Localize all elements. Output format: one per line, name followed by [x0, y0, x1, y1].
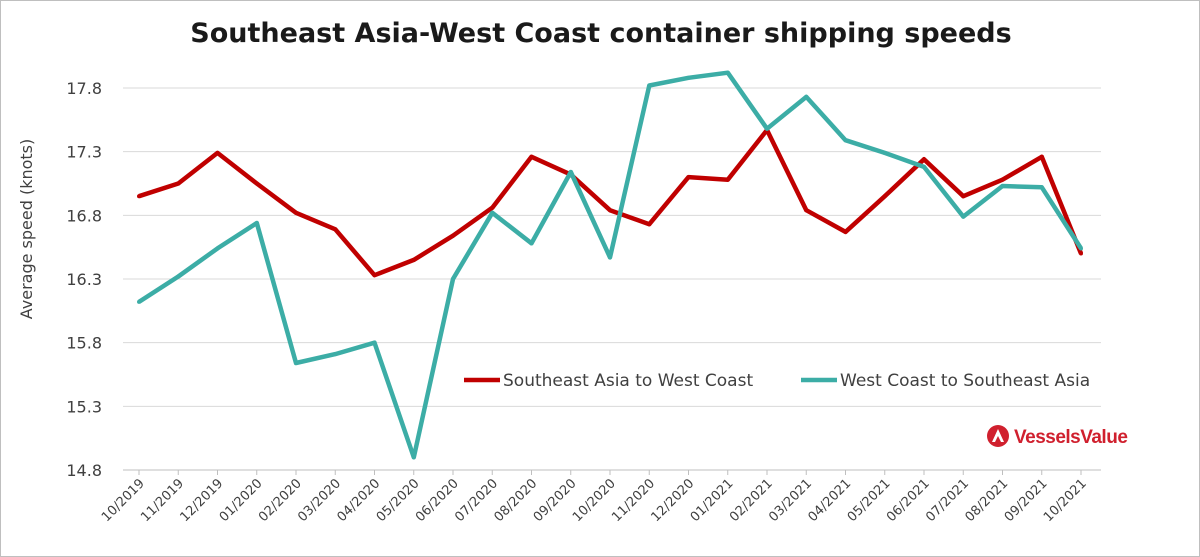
- data-point: [725, 177, 730, 182]
- y-tick-label: 17.8: [66, 79, 102, 98]
- vesselsvalue-logo: VesselsValue: [987, 425, 1128, 448]
- series-2: [137, 70, 1083, 460]
- chart-title: Southeast Asia-West Coast container ship…: [190, 18, 1011, 49]
- legend-label: West Coast to Southeast Asia: [840, 371, 1090, 391]
- data-point: [529, 241, 534, 246]
- data-point: [254, 181, 259, 186]
- data-point: [333, 352, 338, 357]
- data-point: [922, 164, 926, 169]
- data-point: [882, 194, 887, 199]
- data-point: [961, 214, 966, 219]
- data-point: [647, 222, 652, 227]
- data-point: [451, 233, 455, 238]
- data-point: [922, 157, 926, 162]
- data-point: [176, 181, 181, 186]
- data-point: [1000, 184, 1005, 189]
- data-point: [1079, 246, 1083, 251]
- data-point: [608, 255, 612, 260]
- data-point: [490, 210, 495, 215]
- data-point: [411, 455, 416, 460]
- data-point: [254, 220, 259, 225]
- series-lines: [137, 70, 1084, 460]
- data-point: [608, 208, 612, 213]
- series-line: [137, 70, 1083, 460]
- data-point: [804, 94, 809, 99]
- data-point: [294, 361, 298, 366]
- logo-text: VesselsValue: [1014, 427, 1127, 448]
- y-axis-label: Average speed (knots): [17, 139, 36, 320]
- x-axis-ticks: 10/201911/201912/201901/202002/202003/20…: [99, 470, 1090, 525]
- data-point: [1039, 154, 1044, 159]
- data-point: [294, 210, 298, 215]
- y-tick-label: 16.8: [66, 206, 102, 225]
- data-point: [843, 138, 848, 143]
- data-point: [686, 175, 691, 180]
- vesselsvalue-logo-icon: [987, 425, 1009, 447]
- data-point: [961, 194, 966, 199]
- data-point: [137, 299, 141, 304]
- data-point: [725, 70, 730, 75]
- data-point: [765, 126, 769, 131]
- data-point: [215, 150, 220, 155]
- data-point: [451, 277, 455, 281]
- data-point: [804, 208, 809, 213]
- data-point: [647, 83, 652, 88]
- legend: Southeast Asia to West Coast West Coast t…: [464, 371, 1090, 391]
- gridlines: [123, 87, 1101, 407]
- y-tick-label: 16.3: [66, 270, 102, 289]
- data-point: [372, 340, 377, 345]
- data-point: [176, 274, 181, 279]
- y-tick-label: 15.8: [66, 334, 102, 353]
- data-point: [529, 154, 534, 159]
- data-point: [490, 205, 495, 210]
- data-point: [1079, 251, 1083, 256]
- y-axis-ticks: 17.8 17.3 16.8 16.3 15.8 15.3 14.8: [66, 79, 102, 480]
- data-point: [882, 150, 887, 155]
- data-point: [1039, 185, 1044, 190]
- y-tick-label: 15.3: [66, 397, 102, 416]
- data-point: [1000, 177, 1005, 182]
- data-point: [568, 170, 573, 175]
- data-point: [215, 246, 220, 251]
- series-1: [137, 127, 1084, 278]
- data-point: [843, 229, 848, 234]
- data-point: [137, 194, 141, 199]
- data-point: [372, 273, 377, 278]
- data-point: [686, 75, 691, 80]
- data-point: [333, 227, 338, 232]
- y-tick-label: 17.3: [66, 143, 102, 162]
- y-tick-label: 14.8: [66, 461, 102, 480]
- x-tick-label: 10/2021: [1041, 476, 1090, 525]
- data-point: [411, 257, 416, 262]
- legend-label: Southeast Asia to West Coast: [503, 371, 753, 391]
